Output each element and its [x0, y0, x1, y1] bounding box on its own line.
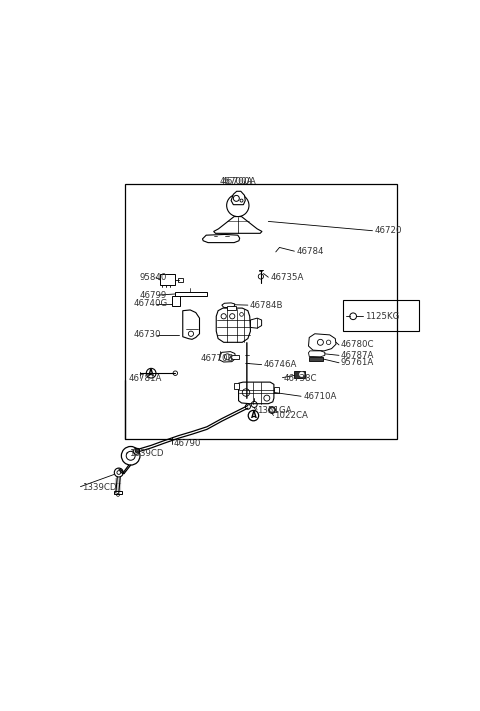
Text: 46781A: 46781A	[129, 374, 162, 383]
Bar	[178, 278, 183, 282]
Text: 46735A: 46735A	[270, 273, 303, 282]
Text: 46746A: 46746A	[264, 360, 297, 369]
Polygon shape	[251, 318, 262, 328]
Text: 46780C: 46780C	[341, 341, 374, 349]
Text: 46787A: 46787A	[341, 351, 374, 360]
Circle shape	[269, 407, 276, 413]
Text: 46700A: 46700A	[222, 177, 257, 186]
Bar	[274, 387, 279, 393]
Polygon shape	[203, 235, 240, 242]
Polygon shape	[214, 217, 262, 233]
Text: A: A	[148, 369, 154, 378]
Polygon shape	[309, 351, 325, 357]
Bar	[231, 356, 240, 359]
Text: 46700A: 46700A	[220, 177, 253, 186]
Text: 1339CD: 1339CD	[83, 483, 117, 492]
Bar	[234, 383, 239, 389]
Text: 46784: 46784	[296, 247, 324, 256]
Bar	[172, 296, 180, 306]
Bar	[125, 184, 396, 439]
Polygon shape	[239, 382, 274, 404]
Circle shape	[300, 372, 304, 377]
Text: 46790: 46790	[173, 439, 201, 449]
Text: 46738C: 46738C	[283, 374, 317, 383]
Bar	[160, 274, 175, 285]
Polygon shape	[183, 310, 200, 339]
Polygon shape	[219, 352, 236, 362]
Text: 1125KG: 1125KG	[365, 312, 399, 321]
Text: 46710A: 46710A	[304, 392, 337, 401]
Text: 46730: 46730	[133, 331, 161, 339]
Bar	[343, 299, 419, 331]
Polygon shape	[309, 333, 336, 351]
Circle shape	[135, 449, 140, 453]
Polygon shape	[216, 308, 251, 342]
Bar	[175, 292, 207, 296]
Circle shape	[271, 409, 274, 412]
Polygon shape	[231, 191, 245, 205]
Text: 1022CA: 1022CA	[274, 411, 308, 420]
Text: 1351GA: 1351GA	[257, 405, 292, 415]
Text: A: A	[251, 411, 256, 420]
Bar	[228, 306, 236, 309]
Polygon shape	[222, 303, 235, 308]
Bar	[309, 357, 324, 361]
Text: 46740G: 46740G	[133, 299, 168, 309]
Text: 46720: 46720	[374, 226, 402, 235]
Text: 95761A: 95761A	[341, 358, 374, 368]
Text: 46799: 46799	[140, 291, 167, 299]
Text: 46770B: 46770B	[201, 354, 234, 363]
Bar	[294, 371, 305, 378]
Text: 95840: 95840	[140, 273, 168, 282]
Text: 46784B: 46784B	[250, 301, 283, 309]
Bar	[114, 491, 122, 494]
Text: 1339CD: 1339CD	[129, 449, 163, 458]
